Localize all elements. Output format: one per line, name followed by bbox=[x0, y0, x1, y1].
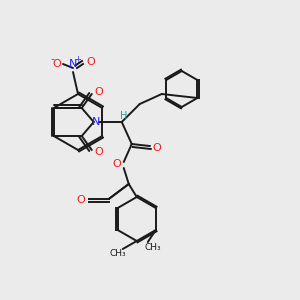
Text: O: O bbox=[94, 87, 103, 97]
Text: N: N bbox=[92, 117, 100, 127]
Text: O: O bbox=[76, 195, 85, 205]
Text: CH₃: CH₃ bbox=[110, 250, 126, 259]
Text: O: O bbox=[94, 147, 103, 157]
Text: O: O bbox=[52, 59, 62, 69]
Text: -: - bbox=[50, 54, 54, 64]
Text: O: O bbox=[152, 143, 161, 153]
Text: H: H bbox=[120, 111, 127, 121]
Text: CH₃: CH₃ bbox=[145, 242, 161, 251]
Text: N: N bbox=[69, 59, 77, 69]
Text: O: O bbox=[87, 57, 95, 67]
Text: +: + bbox=[75, 55, 81, 64]
Text: O: O bbox=[112, 159, 121, 169]
